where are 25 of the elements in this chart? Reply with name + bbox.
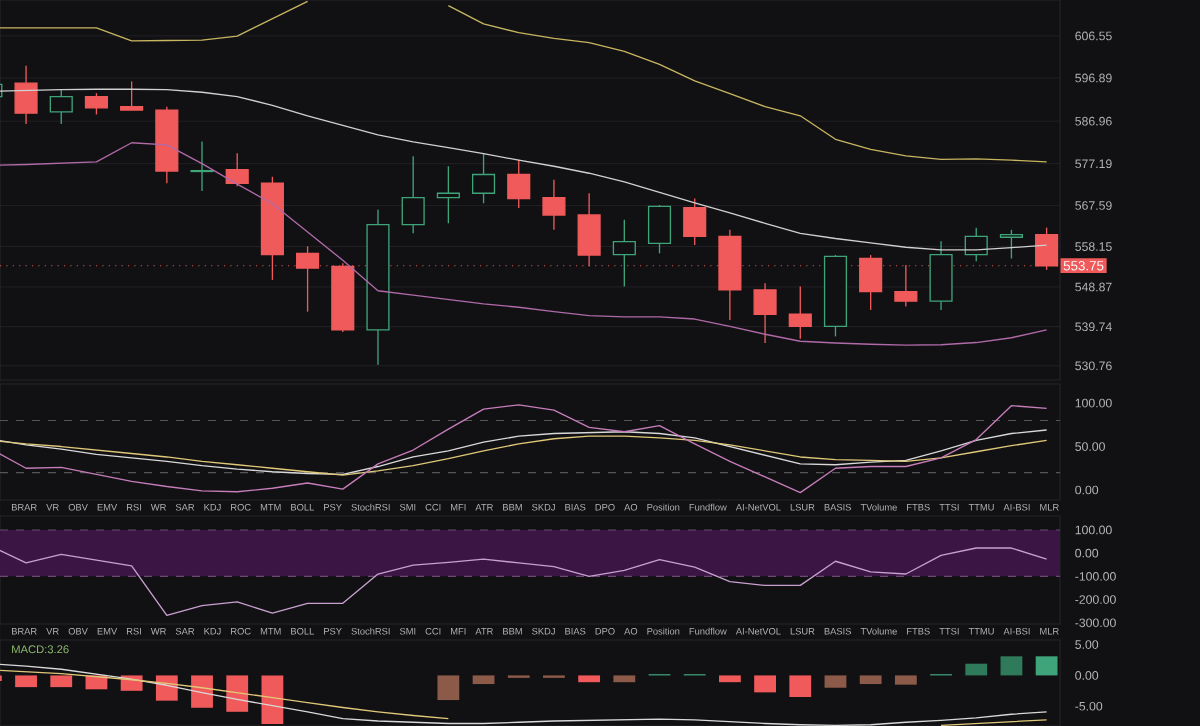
candlestick (929, 240, 953, 311)
bar (191, 675, 213, 708)
bar (1000, 656, 1023, 676)
bar (859, 675, 882, 685)
bar (1035, 656, 1058, 676)
bar (894, 675, 917, 685)
candlestick (542, 179, 566, 231)
bar (613, 675, 636, 683)
candlestick (612, 219, 636, 288)
candlestick (14, 65, 38, 125)
bar (226, 675, 249, 712)
bar (437, 675, 460, 701)
bar (578, 675, 601, 683)
candlestick (190, 140, 214, 192)
bar (50, 675, 73, 688)
bar (824, 675, 847, 688)
bar (754, 675, 776, 693)
bar (472, 675, 495, 685)
bar (789, 675, 812, 697)
candlestick (753, 282, 777, 344)
bar (965, 663, 988, 676)
bar (718, 675, 741, 683)
candlestick (366, 209, 390, 366)
bar (261, 675, 284, 725)
bar (15, 675, 37, 688)
